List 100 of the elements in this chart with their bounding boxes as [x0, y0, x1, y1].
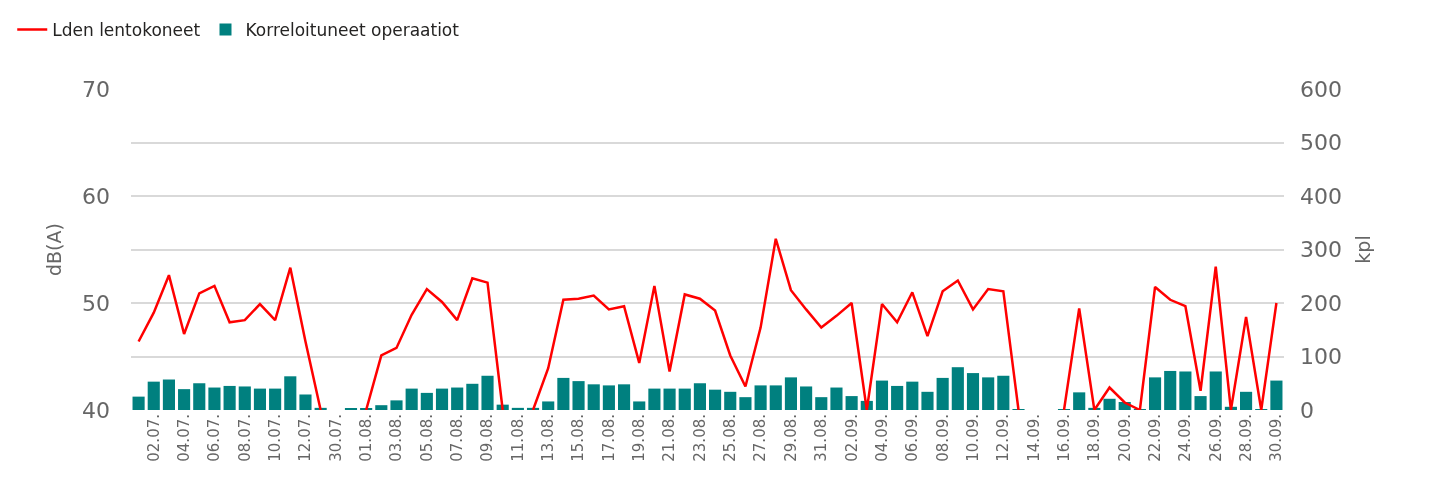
x-tick-label: 27.08.	[751, 414, 770, 462]
x-tick-label: 31.08.	[812, 414, 831, 462]
bar	[511, 407, 524, 410]
bar	[178, 389, 191, 410]
x-tick-label: 08.09.	[933, 414, 952, 462]
y2-axis-title: kpl	[1351, 235, 1374, 264]
bar	[617, 384, 631, 410]
x-tick-label: 12.07.	[296, 414, 315, 462]
x-tick-label: 21.08.	[660, 414, 679, 462]
x-tick-label: 08.07.	[235, 414, 254, 462]
x-tick-label: 23.08.	[690, 414, 709, 462]
x-tick-label: 20.09.	[1115, 414, 1134, 462]
bar	[253, 388, 267, 410]
y2-tick-label: 600	[1300, 76, 1342, 102]
bar	[223, 385, 236, 410]
x-tick-label: 07.08.	[448, 414, 467, 462]
bar	[951, 367, 964, 410]
bar	[1164, 370, 1177, 410]
bar	[921, 391, 934, 410]
bar	[193, 383, 206, 410]
bar	[663, 388, 676, 410]
x-tick-label: 06.07.	[205, 414, 224, 462]
x-tick-label: 24.09.	[1176, 414, 1195, 462]
bar	[542, 401, 555, 410]
y2-tick-label: 100	[1300, 344, 1342, 370]
bar	[724, 391, 737, 410]
bar	[936, 377, 949, 410]
bar	[299, 394, 312, 410]
bar	[557, 377, 570, 410]
x-tick-label: 02.09.	[842, 414, 861, 462]
bar	[648, 388, 661, 410]
bar	[466, 383, 479, 410]
y2-tick-label: 0	[1300, 397, 1314, 423]
bar	[739, 397, 752, 410]
bar	[633, 401, 646, 410]
x-tick-label: 28.09.	[1236, 414, 1255, 462]
bar	[284, 376, 297, 410]
x-tick-label: 11.08.	[508, 414, 527, 462]
legend-label: Korreloituneet operaatiot	[245, 20, 460, 41]
bar	[1179, 371, 1192, 410]
bar	[845, 396, 858, 410]
y-tick-label: 60	[82, 183, 110, 209]
legend-label: Lden lentokoneet	[52, 20, 201, 41]
bar	[1270, 380, 1283, 410]
bar	[678, 388, 691, 410]
x-tick-label: 09.08.	[478, 414, 497, 462]
x-tick-label: 14.09.	[1024, 414, 1043, 462]
x-tick-label: 10.07.	[266, 414, 285, 462]
bar	[966, 373, 980, 410]
bar	[693, 383, 706, 410]
x-tick-label: 22.09.	[1145, 414, 1164, 462]
x-tick-label: 01.08.	[357, 414, 376, 462]
bar	[784, 377, 798, 410]
bar	[1103, 398, 1116, 410]
bar	[754, 385, 767, 410]
x-tick-label: 18.09.	[1085, 414, 1104, 462]
bar	[906, 381, 919, 410]
y-tick-label: 50	[82, 290, 110, 316]
bar	[1209, 371, 1222, 410]
y-axis-title: dB(A)	[42, 223, 65, 276]
bar	[435, 388, 449, 410]
bar	[587, 384, 600, 410]
x-tick-label: 10.09.	[963, 414, 982, 462]
bar	[1148, 377, 1162, 410]
bar	[481, 375, 494, 410]
bar	[405, 388, 418, 410]
x-tick-label: 26.09.	[1206, 414, 1225, 462]
x-tick-label: 02.07.	[144, 414, 163, 462]
x-tick-label: 05.08.	[417, 414, 436, 462]
x-tick-label: 30.09.	[1267, 414, 1286, 462]
y2-tick-label: 200	[1300, 290, 1342, 316]
bar	[602, 385, 615, 410]
bar	[769, 385, 782, 410]
x-tick-label: 13.08.	[539, 414, 558, 462]
bar	[709, 389, 722, 410]
x-tick-label: 04.07.	[174, 414, 193, 462]
bar	[162, 379, 175, 410]
bar	[572, 381, 585, 410]
bar	[1073, 392, 1086, 410]
x-tick-label: 15.08.	[569, 414, 588, 462]
bar	[982, 377, 995, 410]
bar	[830, 387, 843, 410]
bar	[375, 405, 388, 410]
x-tick-label: 06.09.	[903, 414, 922, 462]
x-tick-label: 19.08.	[630, 414, 649, 462]
x-tick-label: 29.08.	[781, 414, 800, 462]
bar	[269, 388, 282, 410]
x-tick-label: 17.08.	[599, 414, 618, 462]
bar	[815, 397, 828, 410]
bar	[1194, 396, 1207, 410]
bar	[390, 400, 403, 410]
y2-tick-label: 500	[1300, 130, 1342, 156]
bar	[875, 380, 889, 410]
bar	[208, 387, 221, 410]
x-tick-label: 03.08.	[387, 414, 406, 462]
x-tick-label: 25.08.	[721, 414, 740, 462]
y-tick-label: 40	[82, 397, 110, 423]
bar	[132, 396, 145, 410]
y2-tick-label: 400	[1300, 183, 1342, 209]
x-tick-label: 12.09.	[994, 414, 1013, 462]
